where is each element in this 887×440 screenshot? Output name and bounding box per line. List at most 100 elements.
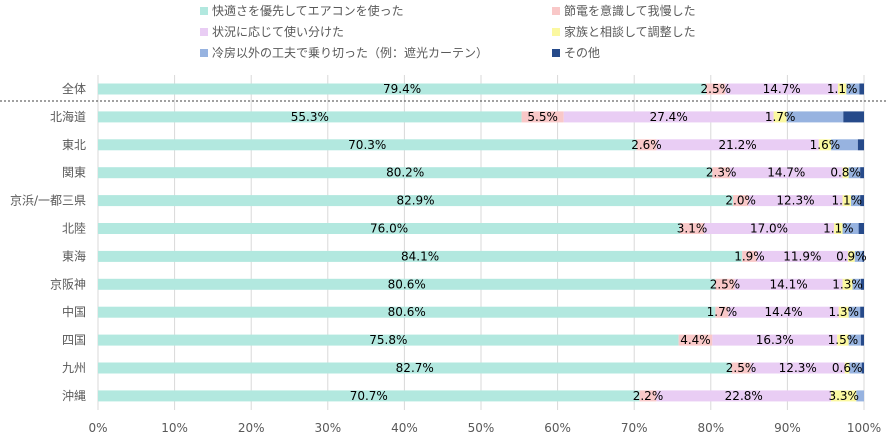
data-label: 21.2% (719, 138, 757, 152)
bar-segment (98, 167, 713, 179)
bar-segment (731, 362, 751, 374)
data-label: 12.3% (779, 361, 817, 375)
legend-label: 冷房以外の工夫で乗り切った（例：遮光カーテン） (212, 46, 489, 60)
category-label: 中国 (62, 304, 86, 319)
data-label: 2.2% (633, 389, 664, 403)
bar-segment (756, 250, 848, 262)
bar-segment (842, 278, 853, 290)
bar-segment (748, 195, 843, 207)
bar-segment (98, 195, 734, 207)
data-label: 1.7% (765, 110, 796, 124)
bar-segment (786, 111, 844, 123)
data-label: 84.1% (401, 249, 439, 263)
bar-segment (703, 223, 835, 234)
category-label: 関東 (62, 166, 86, 180)
legend-item: 快適さを優先してエアコンを使った (200, 1, 404, 21)
data-label: 75.8% (369, 333, 407, 347)
bar-segment (842, 223, 859, 234)
data-label: 1.3% (832, 277, 863, 291)
x-tick-label: 30% (314, 421, 341, 435)
legend-label: 状況に応じて使い分けた (212, 25, 345, 39)
data-label: 82.7% (396, 361, 434, 375)
data-label: 2.0% (725, 194, 756, 208)
bar-segment (98, 278, 716, 290)
bar-segment (680, 223, 704, 234)
data-label: 1.5% (828, 333, 859, 347)
data-label: 11.9% (783, 249, 821, 263)
legend-label: 快適さを優先してエアコンを使った (212, 4, 404, 18)
x-tick-label: 70% (621, 421, 648, 435)
data-label: 0.8% (830, 166, 861, 180)
bar-segment (98, 362, 732, 374)
category-label: 北陸 (62, 222, 86, 236)
legend-swatch (200, 28, 208, 36)
category-label: 沖縄 (62, 388, 86, 403)
data-label: 14.1% (769, 277, 807, 291)
bar-segment (846, 83, 860, 95)
legend-swatch (552, 49, 560, 57)
bar-segment (678, 334, 713, 346)
bar-segment (860, 306, 864, 318)
data-label: 0.6% (832, 361, 863, 375)
bar-segment (858, 223, 864, 234)
bar-segment (859, 83, 864, 95)
bar-segment (860, 195, 864, 207)
data-label: 1.9% (734, 249, 765, 263)
bar-segment (742, 250, 757, 262)
bar-segment (862, 250, 864, 262)
data-label: 2.6% (631, 138, 662, 152)
bar-segment (773, 111, 787, 123)
data-label: 70.3% (348, 138, 386, 152)
bar-segment (712, 167, 730, 179)
legend-item: 家族と相談して調整した (552, 22, 696, 42)
legend-label: 節電を意識して我慢した (564, 4, 696, 18)
bar-segment (98, 83, 707, 95)
data-label: 27.4% (650, 110, 688, 124)
legend-item: その他 (552, 43, 600, 63)
bar-segment (656, 139, 819, 151)
bar-segment (860, 278, 864, 290)
legend: 快適さを優先してエアコンを使った 節電を意識して我慢した 状況に応じて使い分けた… (0, 0, 887, 66)
bar-segment (715, 278, 735, 290)
bar-segment (850, 195, 861, 207)
legend-item: 冷房以外の工夫で乗り切った（例：遮光カーテン） (200, 43, 488, 63)
data-label: 1.7% (707, 305, 738, 319)
bar-segment (725, 83, 838, 95)
bar-segment (844, 362, 850, 374)
x-tick-label: 80% (697, 421, 724, 435)
bar-segment (849, 362, 862, 374)
bar-segment (848, 167, 861, 179)
bar-segment (98, 334, 679, 346)
bar-segment (729, 167, 843, 179)
category-label: 全体 (62, 81, 86, 96)
bar-segment (750, 362, 845, 374)
x-tick-label: 0% (88, 421, 107, 435)
data-label: 1.3% (828, 305, 859, 319)
data-label: 4.4% (680, 333, 711, 347)
bar-segment (98, 223, 681, 234)
bar-segment (842, 195, 851, 207)
data-label: 22.8% (725, 389, 763, 403)
bar-segment (847, 250, 855, 262)
category-label: 京阪神 (50, 277, 86, 291)
category-label: 京浜/一都三県 (10, 194, 86, 208)
bar-segment (98, 390, 640, 402)
bar-segment (856, 390, 864, 402)
bar-segment (563, 111, 774, 123)
legend-swatch (552, 7, 560, 15)
data-label: 12.3% (776, 194, 814, 208)
data-label: 14.7% (763, 82, 801, 96)
data-label: 82.9% (396, 194, 434, 208)
bar-segment (842, 167, 849, 179)
data-label: 2.5% (710, 277, 741, 291)
data-label: 3.3% (828, 389, 859, 403)
bar-segment (843, 111, 864, 123)
data-label: 79.4% (383, 82, 421, 96)
data-label: 2.5% (726, 361, 757, 375)
bar-segment (98, 111, 522, 123)
data-label: 80.2% (386, 166, 424, 180)
x-tick-label: 100% (847, 421, 881, 435)
data-label: 55.3% (291, 110, 329, 124)
x-tick-label: 60% (544, 421, 571, 435)
bar-segment (98, 250, 743, 262)
